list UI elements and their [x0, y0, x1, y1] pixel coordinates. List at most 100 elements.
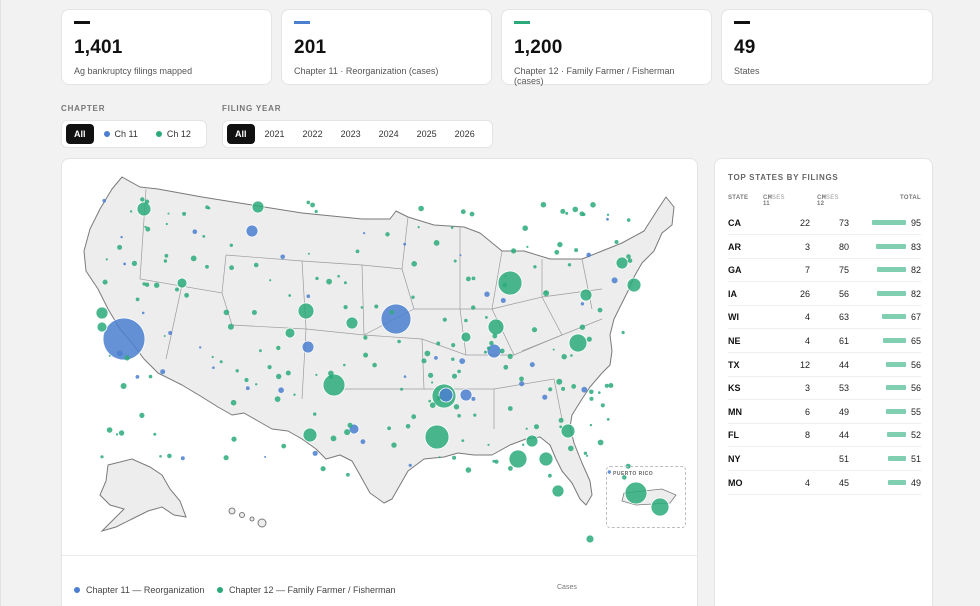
ch12-filing-dot[interactable] — [508, 449, 528, 469]
ch12-filing-dot[interactable] — [131, 260, 137, 266]
ch12-filing-dot[interactable] — [153, 432, 157, 436]
ch12-filing-dot[interactable] — [176, 277, 188, 289]
ch12-filing-dot[interactable] — [451, 357, 455, 361]
year-option-all[interactable]: All — [227, 124, 255, 144]
year-option-2026[interactable]: 2026 — [447, 124, 483, 144]
us-map[interactable] — [62, 159, 698, 555]
ch12-filing-dot[interactable] — [429, 402, 436, 408]
ch11-filing-dot[interactable] — [403, 375, 407, 378]
ch11-filing-dot[interactable] — [306, 294, 311, 298]
ch11-filing-dot[interactable] — [264, 455, 267, 458]
ch12-filing-dot[interactable] — [360, 306, 364, 309]
ch12-filing-dot[interactable] — [571, 384, 577, 389]
ch11-filing-dot[interactable] — [245, 386, 250, 391]
ch12-filing-dot[interactable] — [102, 279, 108, 285]
ch11-filing-dot[interactable] — [459, 254, 462, 257]
ch12-filing-dot[interactable] — [230, 399, 237, 406]
ch12-filing-dot[interactable] — [124, 355, 130, 361]
ch12-filing-dot[interactable] — [346, 472, 350, 477]
ch12-filing-dot[interactable] — [486, 346, 491, 350]
ch12-filing-dot[interactable] — [313, 412, 317, 416]
ch12-filing-dot[interactable] — [129, 210, 133, 213]
ch12-filing-dot[interactable] — [229, 243, 233, 247]
ch12-filing-dot[interactable] — [315, 373, 318, 376]
ch12-filing-dot[interactable] — [363, 352, 369, 358]
ch12-filing-dot[interactable] — [118, 430, 125, 436]
ch12-filing-dot[interactable] — [411, 261, 418, 267]
ch11-filing-dot[interactable] — [586, 252, 591, 258]
table-row[interactable]: FL 8 44 52 — [728, 423, 921, 448]
ch12-filing-dot[interactable] — [374, 304, 379, 309]
table-row[interactable]: NY 51 51 — [728, 447, 921, 471]
ch12-filing-dot[interactable] — [276, 373, 282, 380]
ch12-filing-dot[interactable] — [144, 199, 150, 204]
ch11-filing-dot[interactable] — [280, 254, 285, 260]
ch12-filing-dot[interactable] — [583, 451, 588, 455]
ch11-filing-dot[interactable] — [542, 394, 548, 400]
ch12-filing-dot[interactable] — [154, 282, 160, 288]
ch12-filing-dot[interactable] — [565, 211, 569, 215]
ch12-filing-dot[interactable] — [559, 425, 563, 429]
ch11-filing-dot[interactable] — [471, 396, 476, 401]
ch12-filing-dot[interactable] — [552, 348, 555, 351]
ch12-filing-dot[interactable] — [302, 427, 318, 443]
ch11-filing-dot[interactable] — [611, 277, 618, 284]
ch12-filing-dot[interactable] — [572, 206, 579, 213]
ch11-filing-dot[interactable] — [519, 381, 525, 387]
ch12-filing-dot[interactable] — [597, 307, 603, 313]
ch12-filing-dot[interactable] — [492, 459, 496, 463]
ch12-filing-dot[interactable] — [288, 294, 292, 297]
ch12-filing-dot[interactable] — [608, 383, 614, 388]
ch12-filing-dot[interactable] — [436, 341, 441, 346]
ch12-filing-dot[interactable] — [522, 225, 528, 231]
table-row[interactable]: KS 3 53 56 — [728, 376, 921, 401]
ch12-filing-dot[interactable] — [556, 378, 563, 385]
ch12-filing-dot[interactable] — [453, 259, 457, 263]
ch12-filing-dot[interactable] — [106, 427, 113, 433]
ch12-filing-dot[interactable] — [436, 396, 441, 401]
ch11-filing-dot[interactable] — [245, 224, 259, 238]
ch12-filing-dot[interactable] — [269, 279, 272, 282]
ch11-filing-dot[interactable] — [363, 232, 366, 235]
year-option-2021[interactable]: 2021 — [257, 124, 293, 144]
ch12-filing-dot[interactable] — [597, 439, 604, 446]
ch12-filing-dot[interactable] — [507, 406, 513, 411]
table-row[interactable]: IA 26 56 82 — [728, 282, 921, 306]
ch12-filing-dot[interactable] — [167, 453, 172, 459]
ch12-filing-dot[interactable] — [450, 226, 454, 229]
ch12-filing-dot[interactable] — [207, 206, 211, 210]
ch11-filing-dot[interactable] — [434, 356, 438, 360]
ch12-filing-dot[interactable] — [465, 467, 472, 473]
ch12-filing-dot[interactable] — [471, 305, 476, 310]
ch12-filing-dot[interactable] — [457, 414, 461, 418]
ch11-filing-dot[interactable] — [380, 303, 412, 335]
ch12-filing-dot[interactable] — [570, 354, 573, 357]
ch12-filing-dot[interactable] — [372, 362, 377, 368]
ch12-filing-dot[interactable] — [508, 466, 513, 471]
ch12-filing-dot[interactable] — [347, 422, 353, 428]
ch12-filing-dot[interactable] — [229, 265, 235, 271]
ch12-filing-dot[interactable] — [411, 295, 415, 299]
ch12-filing-dot[interactable] — [487, 318, 505, 336]
ch12-filing-dot[interactable] — [464, 318, 468, 323]
ch12-filing-dot[interactable] — [405, 424, 411, 429]
ch12-filing-dot[interactable] — [650, 497, 670, 517]
ch12-filing-dot[interactable] — [421, 358, 427, 364]
ch12-filing-dot[interactable] — [457, 369, 461, 374]
ch12-filing-dot[interactable] — [190, 255, 197, 262]
ch11-filing-dot[interactable] — [580, 302, 585, 306]
ch12-filing-dot[interactable] — [117, 244, 123, 250]
ch12-filing-dot[interactable] — [460, 331, 472, 343]
ch12-filing-dot[interactable] — [231, 436, 237, 442]
ch11-filing-dot[interactable] — [180, 456, 185, 461]
ch12-filing-dot[interactable] — [175, 287, 179, 292]
ch12-filing-dot[interactable] — [442, 317, 447, 322]
ch12-filing-dot[interactable] — [471, 276, 476, 281]
ch12-filing-dot[interactable] — [105, 258, 108, 261]
ch12-filing-dot[interactable] — [489, 340, 494, 346]
ch12-filing-dot[interactable] — [461, 439, 465, 442]
ch12-filing-dot[interactable] — [255, 383, 258, 386]
ch12-filing-dot[interactable] — [276, 345, 281, 351]
ch11-filing-dot[interactable] — [484, 291, 490, 297]
ch12-filing-dot[interactable] — [411, 414, 417, 420]
